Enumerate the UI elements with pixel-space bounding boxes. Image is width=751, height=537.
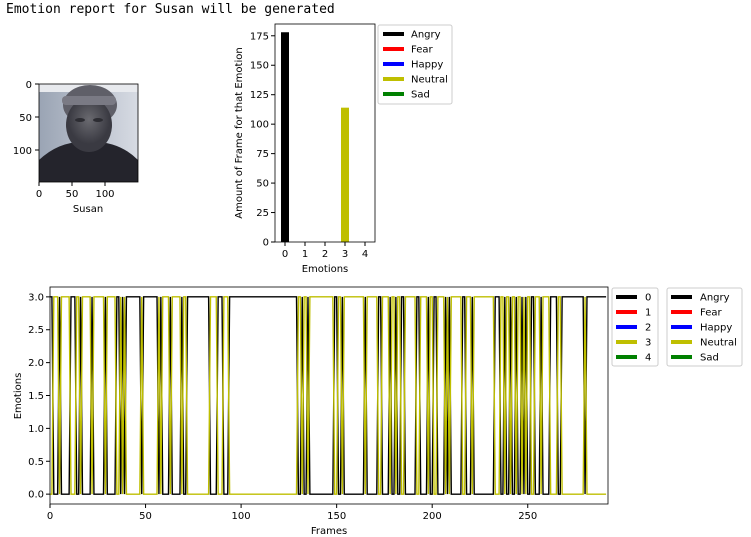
bar-ylabel: Amount of Frame for that Emotion	[234, 47, 245, 218]
bar-legend-label-fear: Fear	[411, 45, 433, 56]
bar-legend-label-happy: Happy	[411, 60, 443, 71]
bar-xtick-label: 4	[362, 249, 368, 260]
bar-legend-entries: Angry Fear Happy Neutral Sad	[383, 30, 448, 101]
line-xtick-label: 250	[518, 511, 537, 522]
line-legend-emotions-entries: Angry Fear Happy Neutral Sad	[671, 293, 737, 364]
line-legend-label-4: 4	[645, 353, 651, 364]
bar-legend-label-neutral: Neutral	[411, 75, 448, 86]
line-ytick-label: 3.0	[28, 292, 44, 303]
bar-xtick-label: 1	[302, 249, 308, 260]
image-xlabel: Susan	[73, 204, 103, 215]
line-legend-label-3: 3	[645, 338, 651, 349]
line-legend-label-happy: Happy	[700, 323, 732, 334]
bar-ytick-label: 0	[263, 238, 269, 249]
line-ytick-label: 1.0	[28, 424, 44, 435]
bar-legend-frame	[377, 24, 453, 105]
line-chart: 0 50 100 150 200 250 0.0 0.5 1.0 1.5 2.0 2.5 3.0 Fra…	[13, 286, 743, 537]
line-legend-emotions: Angry Fear Happy Neutral Sad	[666, 287, 743, 367]
bar-chart-marks: 0 1 2 3 4 0 25 50 75 100 125 150 175	[250, 31, 368, 260]
bar-chart: 0 1 2 3 4 0 25 50 75 100 125 150 175 Emotions Amount…	[234, 23, 453, 275]
bar-ytick-label: 25	[256, 208, 269, 219]
line-ytick-label: 0.0	[28, 490, 44, 501]
bar-ytick-label: 175	[250, 31, 269, 42]
bar-xtick-label: 0	[282, 249, 288, 260]
image-ytick-100: 100	[13, 146, 32, 157]
line-xtick-label: 200	[423, 511, 442, 522]
line-ytick-label: 2.5	[28, 325, 44, 336]
line-xtick-label: 100	[232, 511, 251, 522]
line-ytick-label: 1.5	[28, 391, 44, 402]
line-legend-values-entries: 0 1 2 3 4	[616, 293, 651, 364]
bar-ytick-label: 75	[256, 149, 269, 160]
line-legend-emotions-frame	[666, 287, 743, 367]
line-legend-label-1: 1	[645, 308, 651, 319]
bar-ytick-label: 150	[250, 61, 269, 72]
bar-neutral	[341, 107, 349, 243]
report-message: Emotion report for Susan will be generat…	[6, 2, 335, 17]
line-xlabel: Frames	[311, 526, 347, 537]
image-ytick-0: 0	[26, 80, 32, 91]
face-image-panel: 0 50 100 0 50 100 Susan	[13, 80, 139, 215]
line-legend-label-0: 0	[645, 293, 651, 304]
line-legend-label-neutral: Neutral	[700, 338, 737, 349]
line-legend-values: 0 1 2 3 4	[611, 287, 659, 367]
bar-legend-label-angry: Angry	[411, 30, 441, 41]
line-legend-label-angry: Angry	[700, 293, 730, 304]
bar-angry	[281, 32, 289, 242]
image-ytick-50: 50	[19, 113, 32, 124]
line-xtick-label: 50	[139, 511, 152, 522]
image-xtick-100: 100	[95, 189, 114, 200]
bar-xlabel: Emotions	[302, 264, 349, 275]
bar-legend-label-sad: Sad	[411, 90, 430, 101]
line-legend-label-2: 2	[645, 323, 651, 334]
line-ytick-label: 0.5	[28, 457, 44, 468]
bar-ytick-label: 100	[250, 120, 269, 131]
bar-chart-frame	[274, 23, 376, 243]
bar-legend: Angry Fear Happy Neutral Sad	[377, 24, 453, 105]
line-chart-marks: 0 50 100 150 200 250 0.0 0.5 1.0 1.5 2.0 2.5 3.0	[28, 292, 607, 522]
image-xtick-50: 50	[66, 189, 79, 200]
line-ylabel: Emotions	[13, 373, 24, 420]
line-ytick-label: 2.0	[28, 358, 44, 369]
line-xtick-label: 150	[327, 511, 346, 522]
bar-ytick-label: 50	[256, 179, 269, 190]
image-xtick-0: 0	[36, 189, 42, 200]
bar-ytick-label: 125	[250, 90, 269, 101]
line-xtick-label: 0	[47, 511, 53, 522]
line-chart-frame	[49, 286, 609, 505]
line-legend-label-sad: Sad	[700, 353, 719, 364]
face-photo	[39, 84, 138, 182]
bar-xtick-label: 3	[342, 249, 348, 260]
line-series-3	[50, 296, 607, 495]
line-legend-label-fear: Fear	[700, 308, 722, 319]
bar-xtick-label: 2	[322, 249, 328, 260]
